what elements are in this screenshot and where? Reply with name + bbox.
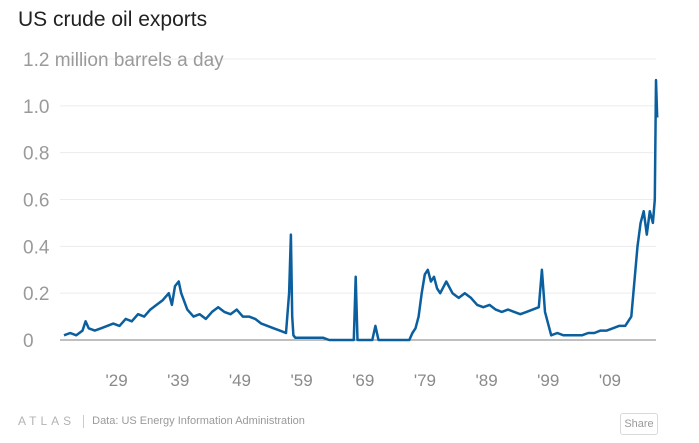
y-tick-label: 1.2 million barrels a day bbox=[23, 50, 224, 71]
atlas-logo[interactable]: ATLAS bbox=[18, 414, 76, 428]
data-source: Data: US Energy Information Administrati… bbox=[92, 415, 305, 427]
gridlines bbox=[60, 58, 656, 341]
y-tick-label: 0 bbox=[23, 331, 34, 352]
series-line-crude-exports bbox=[63, 78, 659, 342]
share-button[interactable]: Share bbox=[620, 413, 658, 435]
x-tick-label: '49 bbox=[229, 371, 251, 390]
y-tick-label: 0.2 bbox=[23, 284, 49, 305]
line-chart: 0 0.2 0.4 0.6 0.8 1.0 1.2 million barrels a da… bbox=[23, 50, 659, 390]
footer-divider bbox=[83, 414, 85, 428]
chart-title: US crude oil exports bbox=[18, 8, 208, 31]
footer: ATLAS Data: US Energy Information Admini… bbox=[18, 414, 305, 428]
x-tick-label: '59 bbox=[291, 371, 313, 390]
x-tick-label: '99 bbox=[537, 371, 559, 390]
x-tick-label: '29 bbox=[106, 371, 128, 390]
y-tick-label: 1.0 bbox=[23, 97, 49, 118]
x-tick-label: '69 bbox=[352, 371, 374, 390]
y-tick-label: 0.4 bbox=[23, 237, 50, 258]
x-tick-label: '09 bbox=[599, 371, 621, 390]
y-axis-ticks: 0 0.2 0.4 0.6 0.8 1.0 1.2 million barrels a da… bbox=[23, 50, 224, 352]
x-tick-label: '39 bbox=[167, 371, 189, 390]
x-tick-label: '79 bbox=[414, 371, 436, 390]
y-tick-label: 0.8 bbox=[23, 144, 49, 165]
x-tick-label: '89 bbox=[476, 371, 498, 390]
y-tick-label: 0.6 bbox=[23, 191, 49, 212]
x-axis-ticks: '29 '39 '49 '59 '69 '79 '89 '99 '09 bbox=[106, 371, 621, 390]
